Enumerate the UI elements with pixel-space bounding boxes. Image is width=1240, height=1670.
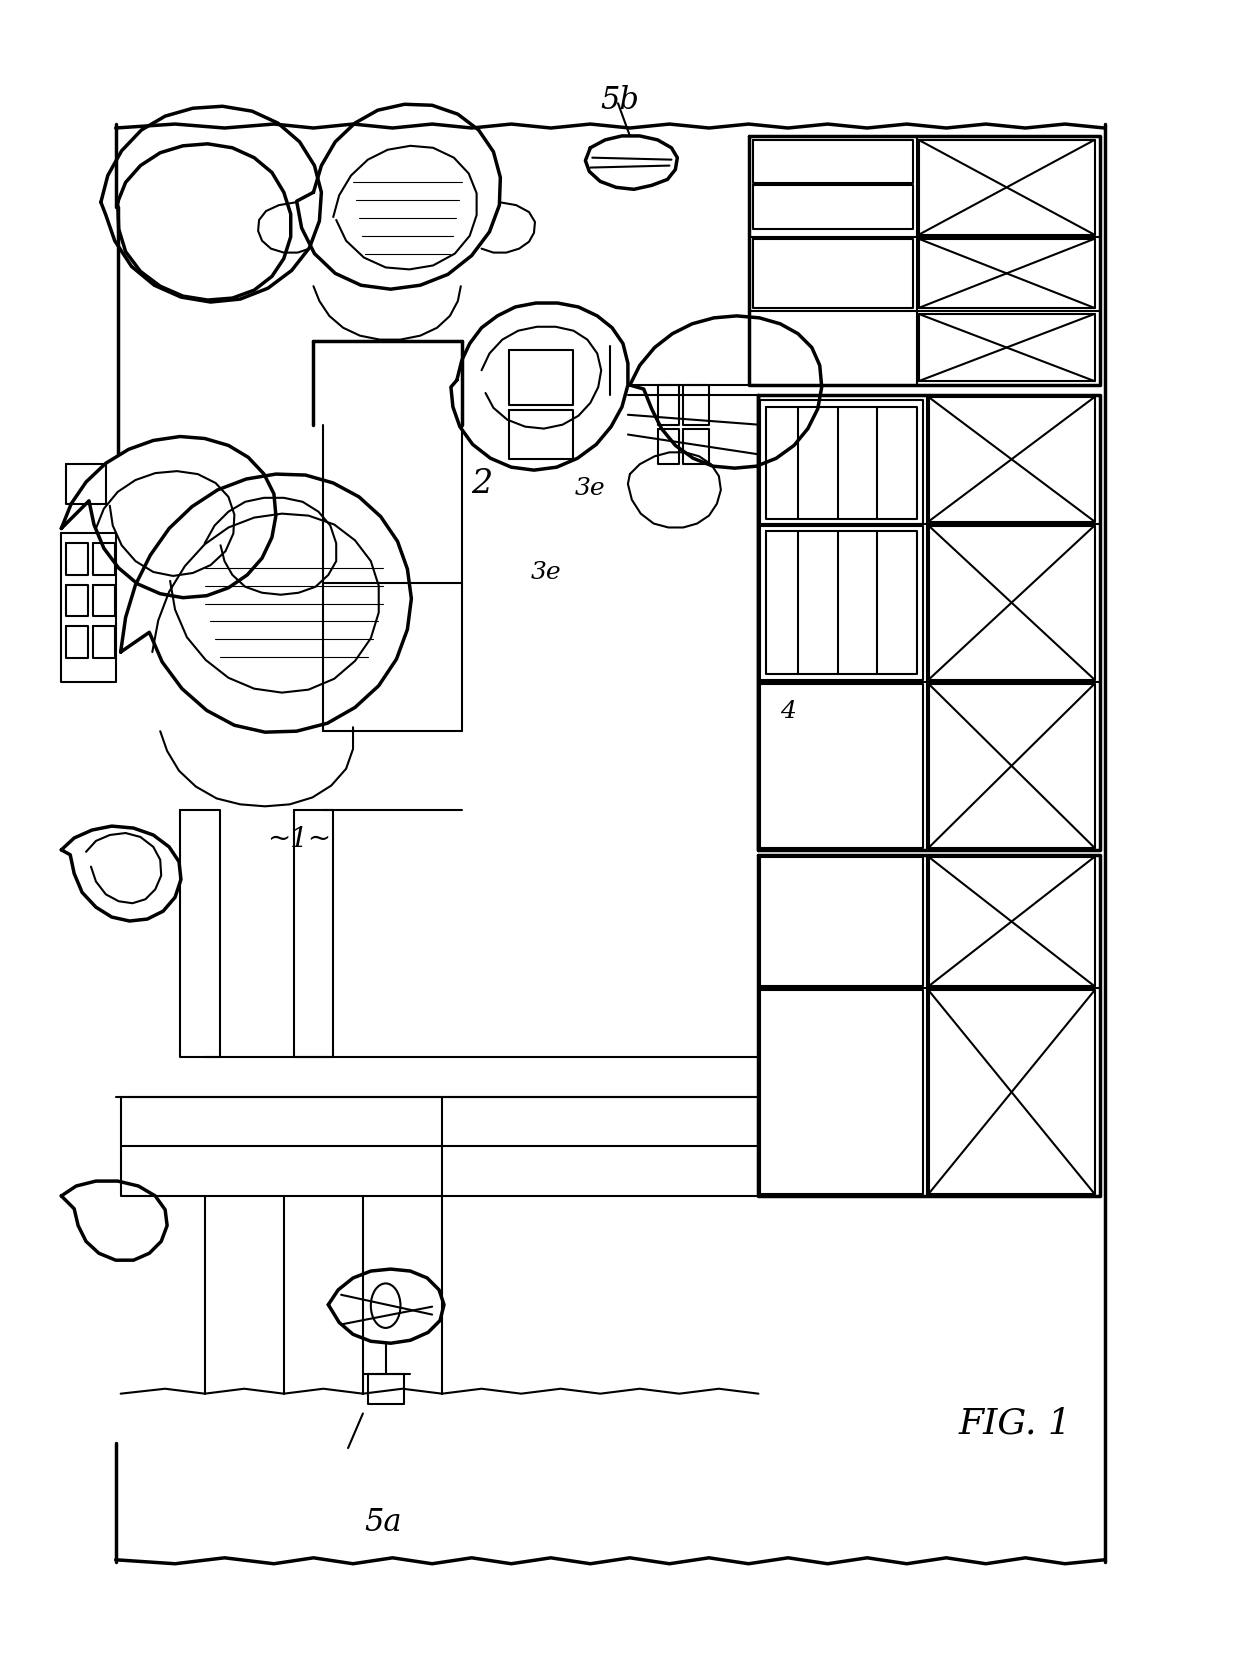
Text: FIG. 1: FIG. 1 — [959, 1406, 1073, 1440]
Text: 3e: 3e — [575, 478, 605, 501]
Text: 2: 2 — [471, 468, 492, 499]
Text: 5a: 5a — [363, 1506, 402, 1538]
Text: 5b: 5b — [600, 85, 640, 115]
Text: ~1~: ~1~ — [267, 827, 331, 853]
Text: 3e: 3e — [531, 561, 562, 584]
Text: 4: 4 — [780, 700, 796, 723]
